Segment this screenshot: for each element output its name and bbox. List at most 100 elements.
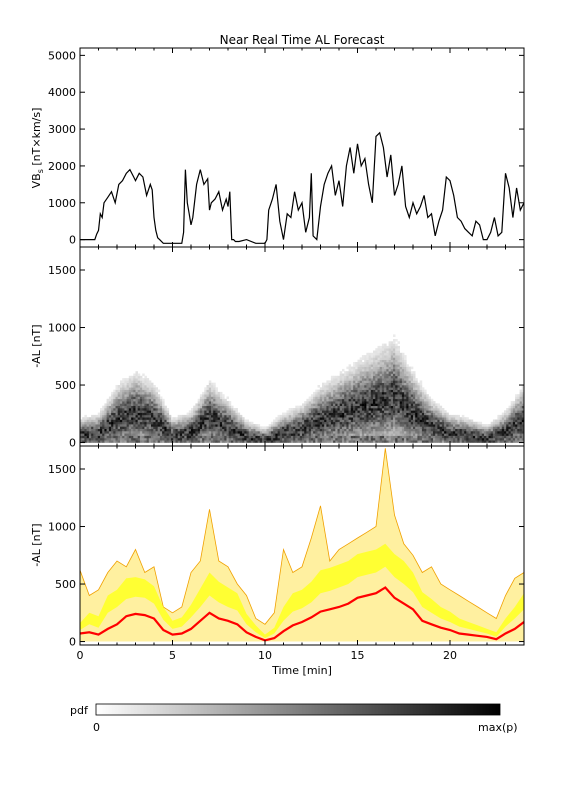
pdf-cell	[344, 431, 347, 434]
pdf-cell	[335, 385, 338, 388]
pdf-cell	[468, 428, 471, 432]
pdf-cell	[137, 426, 141, 429]
pdf-cell	[131, 433, 134, 436]
pdf-cell	[115, 396, 118, 400]
pdf-cell	[337, 431, 340, 434]
pdf-cell	[219, 414, 223, 418]
pdf-cell	[206, 385, 209, 388]
pdf-cell	[395, 437, 398, 441]
pdf-cell	[126, 414, 130, 418]
pdf-cell	[302, 426, 305, 429]
pdf-cell	[153, 410, 156, 413]
pdf-cell	[428, 401, 431, 404]
pdf-cell	[146, 398, 150, 402]
pdf-cell	[133, 428, 136, 432]
pdf-cell	[162, 440, 165, 443]
pdf-cell	[386, 362, 389, 365]
pdf-cell	[322, 426, 325, 429]
pdf-cell	[250, 433, 254, 436]
pdf-cell	[277, 417, 281, 420]
pdf-cell	[424, 403, 427, 406]
pdf-cell	[426, 431, 429, 434]
pdf-cell	[430, 426, 434, 429]
pdf-cell	[508, 414, 511, 418]
pdf-cell	[404, 387, 407, 390]
pdf-cell	[322, 433, 325, 436]
pdf-cell	[390, 398, 394, 402]
pdf-cell	[330, 435, 334, 439]
pdf-cell	[304, 417, 307, 420]
pdf-cell	[375, 414, 378, 418]
pdf-cell	[128, 389, 132, 393]
pdf-cell	[488, 424, 491, 427]
pdf-cell	[297, 410, 301, 413]
pdf-cell	[346, 378, 349, 381]
pdf-cell	[326, 389, 329, 393]
pdf-cell	[415, 401, 418, 404]
pdf-cell	[424, 428, 427, 432]
pdf-cell	[133, 394, 136, 397]
pdf-cell	[495, 437, 498, 441]
pdf-cell	[504, 419, 507, 423]
pdf-cell	[366, 437, 369, 441]
pdf-cell	[153, 419, 156, 423]
pdf-cell	[273, 435, 276, 439]
pdf-cell	[299, 421, 303, 425]
pdf-cell	[426, 412, 429, 416]
pdf-cell	[344, 417, 347, 420]
pdf-cell	[151, 408, 154, 411]
pdf-cell	[379, 440, 383, 443]
pdf-cell	[208, 382, 212, 386]
pdf-cell	[344, 421, 347, 425]
pdf-cell	[397, 417, 400, 420]
pdf-cell	[486, 428, 489, 432]
pdf-cell	[413, 382, 416, 386]
pdf-cell	[424, 435, 427, 439]
vbs-y-label: VBs [nT×km/s]	[30, 108, 45, 189]
pdf-cell	[355, 380, 358, 383]
pdf-cell	[390, 366, 394, 370]
pdf-cell	[419, 440, 423, 443]
pdf-cell	[135, 385, 138, 388]
pdf-cell	[397, 421, 400, 425]
pdf-cell	[302, 414, 305, 418]
pdf-cell	[231, 437, 234, 441]
pdf-cell	[175, 428, 178, 432]
pdf-cell	[406, 391, 409, 395]
pdf-cell	[306, 408, 309, 411]
pdf-cell	[366, 417, 369, 420]
pdf-cell	[239, 421, 243, 425]
pdf-cell	[433, 437, 436, 441]
pdf-cell	[353, 437, 356, 441]
pdf-cell	[197, 440, 201, 443]
pdf-cell	[401, 437, 405, 441]
pdf-cell	[93, 433, 96, 436]
pdf-cell	[82, 421, 85, 425]
pdf-cell	[415, 380, 418, 383]
pdf-cell	[353, 403, 356, 406]
pdf-cell	[342, 382, 345, 386]
pdf-cell	[397, 428, 400, 432]
pdf-cell	[497, 431, 500, 434]
pdf-cell	[348, 419, 352, 423]
pdf-cell	[373, 359, 376, 363]
pdf-cell	[131, 401, 134, 404]
pdf-cell	[268, 433, 272, 436]
pdf-cell	[375, 359, 378, 363]
pdf-cell	[397, 368, 400, 372]
pdf-cell	[148, 428, 152, 432]
pdf-cell	[468, 421, 471, 425]
pdf-cell	[215, 433, 218, 436]
pdf-cell	[459, 433, 463, 436]
pdf-cell	[519, 396, 523, 400]
pdf-cell	[124, 414, 127, 418]
pdf-cell	[284, 412, 287, 416]
pdf-cell	[228, 421, 232, 425]
pdf-cell	[157, 396, 161, 400]
pdf-cell	[115, 433, 118, 436]
pdf-cell	[202, 419, 205, 423]
pdf-cell	[173, 428, 176, 432]
pdf-cell	[257, 431, 261, 434]
pdf-cell	[222, 426, 225, 429]
pdf-cell	[366, 355, 369, 358]
